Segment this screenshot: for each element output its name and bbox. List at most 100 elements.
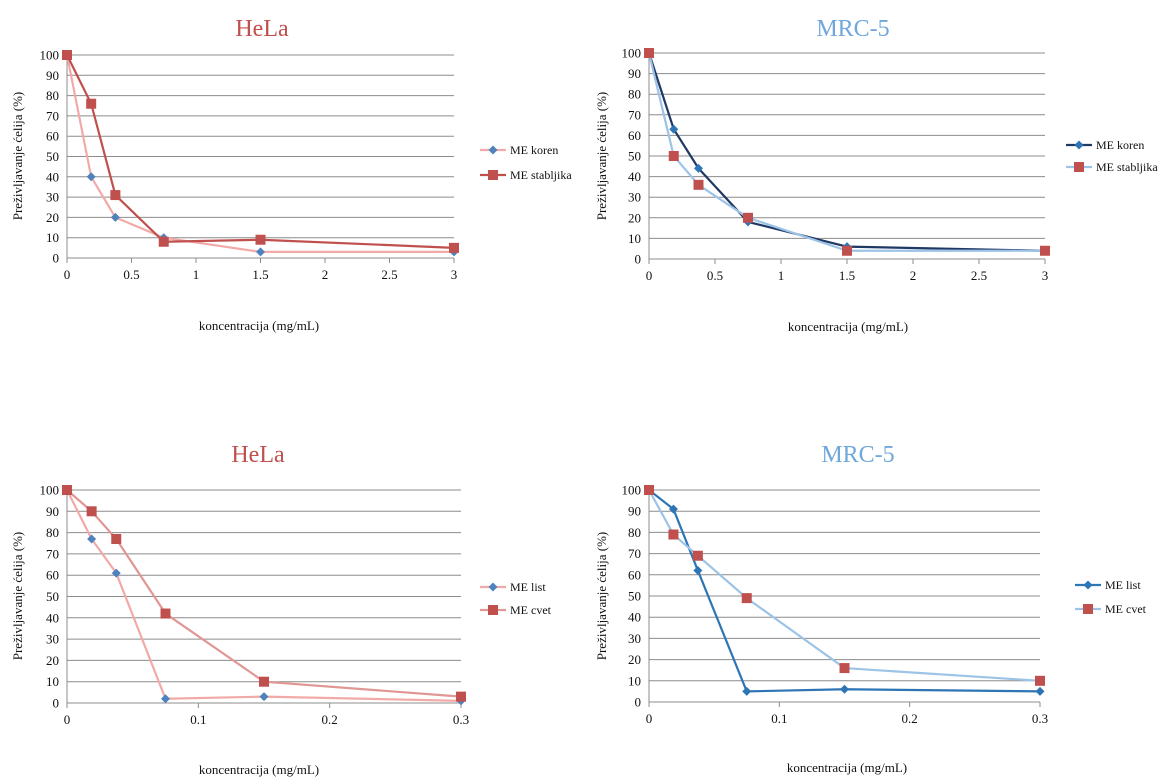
y-tick-label: 30 [46, 632, 59, 647]
x-axis-title: koncentracija (mg/mL) [787, 760, 907, 775]
data-point [161, 694, 170, 704]
y-tick-label: 30 [46, 190, 59, 205]
y-tick-label: 40 [46, 169, 59, 184]
legend-marker [1074, 140, 1084, 150]
data-point [644, 485, 654, 495]
chart-1: 0 10 20 30 40 50 60 70 80 90 100 0 0.5 1 1.5 2 2.5 3 HeLa k… [10, 16, 572, 333]
y-tick-label: 50 [46, 149, 59, 164]
legend-entry: ME koren [1066, 138, 1144, 152]
y-tick-label: 50 [628, 589, 641, 604]
x-tick-label: 1.5 [839, 268, 855, 283]
chart-title: HeLa [235, 16, 289, 42]
data-point [839, 663, 850, 674]
y-tick-label: 0 [53, 251, 60, 266]
x-tick-label: 0.1 [190, 712, 206, 727]
x-tick-label: 1 [193, 267, 200, 282]
y-tick-label: 10 [46, 674, 59, 689]
legend-entry: ME cvet [1075, 602, 1147, 616]
data-point [692, 550, 703, 561]
data-point [743, 212, 753, 223]
data-point [842, 245, 852, 256]
legend-label: ME koren [510, 143, 558, 157]
series-me-koren [644, 48, 1050, 256]
legend-label: ME list [1105, 578, 1141, 592]
series-me-cvet [62, 485, 466, 702]
y-tick-label: 0 [635, 695, 642, 710]
legend-entry: ME list [480, 580, 546, 594]
legend-entry: ME cvet [480, 603, 552, 617]
x-axis-title: koncentracija (mg/mL) [199, 762, 319, 777]
data-point [110, 212, 120, 222]
y-tick-label: 70 [628, 107, 641, 122]
data-point [742, 686, 752, 696]
series-me-list [62, 485, 466, 706]
x-axis-title: koncentracija (mg/mL) [788, 319, 908, 334]
x-tick-label: 0.1 [771, 711, 787, 726]
data-point [693, 566, 703, 576]
data-point [256, 247, 265, 257]
y-tick-label: 80 [46, 525, 59, 540]
data-point [668, 151, 679, 161]
chart-2: 0 10 20 30 40 50 60 70 80 90 100 0 0.5 1 1.5 2 2.5 3 MRC-5… [594, 16, 1158, 334]
y-tick-label: 100 [40, 483, 60, 498]
x-tick-label: 1 [778, 268, 785, 283]
y-axis-title: Preživljavanje ćelija (%) [594, 92, 609, 221]
legend-marker [1074, 162, 1084, 172]
data-point [111, 533, 122, 544]
x-tick-label: 0.5 [707, 268, 723, 283]
y-tick-label: 90 [46, 68, 59, 83]
chart-title: MRC-5 [821, 442, 894, 468]
data-point [86, 172, 96, 182]
y-tick-label: 20 [628, 652, 641, 667]
legend-marker [1083, 604, 1093, 614]
data-point [255, 234, 266, 245]
y-tick-label: 40 [628, 610, 641, 625]
x-tick-label: 2.5 [971, 268, 987, 283]
y-tick-label: 0 [635, 252, 642, 267]
data-point [86, 506, 97, 517]
y-tick-label: 60 [46, 129, 59, 144]
chart-title: HeLa [231, 442, 285, 468]
legend-entry: ME stabljika [1066, 160, 1158, 174]
data-point [62, 50, 72, 60]
legend-label: ME koren [1096, 138, 1144, 152]
data-point [86, 98, 97, 109]
x-tick-label: 0 [646, 711, 653, 726]
series-me-stabljika [62, 50, 459, 253]
x-tick-label: 3 [1042, 268, 1049, 283]
y-tick-label: 90 [46, 504, 59, 519]
data-point [741, 593, 752, 604]
legend-marker [1083, 580, 1093, 590]
series-line [647, 52, 1045, 252]
series-line [648, 489, 1041, 682]
y-tick-label: 50 [628, 149, 641, 164]
y-tick-label: 40 [628, 169, 641, 184]
series-line [647, 52, 1046, 252]
y-tick-label: 10 [46, 230, 59, 245]
data-point [1040, 245, 1050, 256]
legend-marker [488, 582, 498, 592]
legend-entry: ME koren [480, 143, 558, 157]
data-point [62, 485, 72, 495]
legend-label: ME cvet [1105, 602, 1147, 616]
data-point [693, 179, 704, 190]
y-tick-label: 10 [628, 673, 641, 688]
legend-label: ME stabljika [510, 168, 572, 182]
data-point [694, 163, 703, 173]
y-tick-label: 60 [628, 567, 641, 582]
y-tick-label: 80 [628, 87, 641, 102]
data-point [87, 534, 97, 544]
y-tick-label: 50 [46, 589, 59, 604]
data-point [111, 568, 121, 578]
y-tick-label: 70 [46, 546, 59, 561]
y-tick-label: 70 [46, 108, 59, 123]
data-point [110, 190, 121, 201]
data-point [668, 504, 678, 514]
data-point [160, 608, 171, 619]
series-line [66, 489, 462, 702]
x-tick-label: 0 [64, 712, 71, 727]
y-tick-label: 30 [628, 190, 641, 205]
y-axis-title: Preživljavanje ćelija (%) [10, 532, 25, 661]
data-point [158, 236, 169, 247]
y-tick-label: 80 [46, 88, 59, 103]
